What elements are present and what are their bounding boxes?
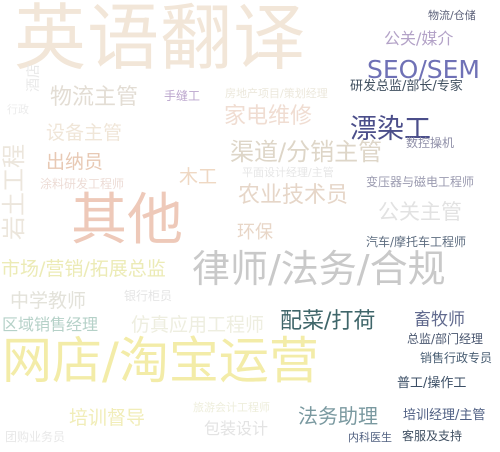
word: 渠道/分销主管 [230, 138, 383, 166]
word: 内科医生 [348, 431, 392, 444]
word: 培训督导 [69, 407, 146, 429]
word: 家电维修 [224, 104, 313, 129]
word: 其他 [71, 188, 183, 253]
word: 法务助理 [298, 404, 378, 428]
word: 区域销售经理 [2, 315, 99, 334]
word: 团购业务员 [5, 430, 66, 444]
word: 酒店 [26, 64, 42, 92]
word: 木工 [179, 166, 218, 188]
word: 普工/操作工 [397, 376, 467, 391]
word: 设备主管 [46, 122, 123, 144]
word: 平面设计经理/主管 [242, 166, 334, 179]
word: 漂染工 [350, 114, 431, 145]
word: 公关主管 [378, 200, 462, 224]
word: 畜牧师 [414, 310, 465, 330]
word: 网店/淘宝运营 [2, 332, 319, 390]
word: 物流/仓储 [428, 9, 476, 22]
word: SEO/SEM [367, 55, 481, 84]
word: 客服及支持 [402, 429, 463, 443]
word: 房地产项目/策划经理 [225, 87, 328, 100]
word: 研发总监/部长/专家 [350, 79, 463, 94]
word: 变压器与磁电工程师 [366, 175, 475, 189]
word: 汽车/摩托车工程师 [366, 235, 467, 249]
word: 公关/媒介 [384, 29, 454, 48]
word: 出纳员 [46, 151, 104, 173]
word: 岩土工程 [0, 144, 28, 240]
word: 英语翻译 [14, 0, 307, 80]
word: 数控操机 [406, 136, 455, 150]
word: 涂料研发工程师 [40, 177, 125, 191]
word: 农业技术员 [238, 183, 349, 208]
word: 仿真应用工程师 [131, 314, 265, 336]
word: 市场/营销/拓展总监 [1, 258, 166, 280]
word: 手缝工 [164, 89, 201, 103]
word: 律师/法务/合规 [192, 247, 446, 291]
word: 配菜/打荷 [280, 309, 376, 334]
word: 环保 [237, 222, 273, 243]
word: 总监/部门经理 [407, 332, 484, 346]
word: 行政 [7, 103, 29, 116]
word: 银行柜员 [124, 289, 173, 303]
word: 包装设计 [204, 419, 269, 438]
word: 培训经理/主管 [403, 408, 486, 423]
word: 销售行政专员 [420, 351, 493, 365]
word: 中学教师 [10, 290, 87, 312]
word: 旅游会计工程师 [193, 401, 270, 414]
word: 物流主管 [50, 85, 139, 110]
